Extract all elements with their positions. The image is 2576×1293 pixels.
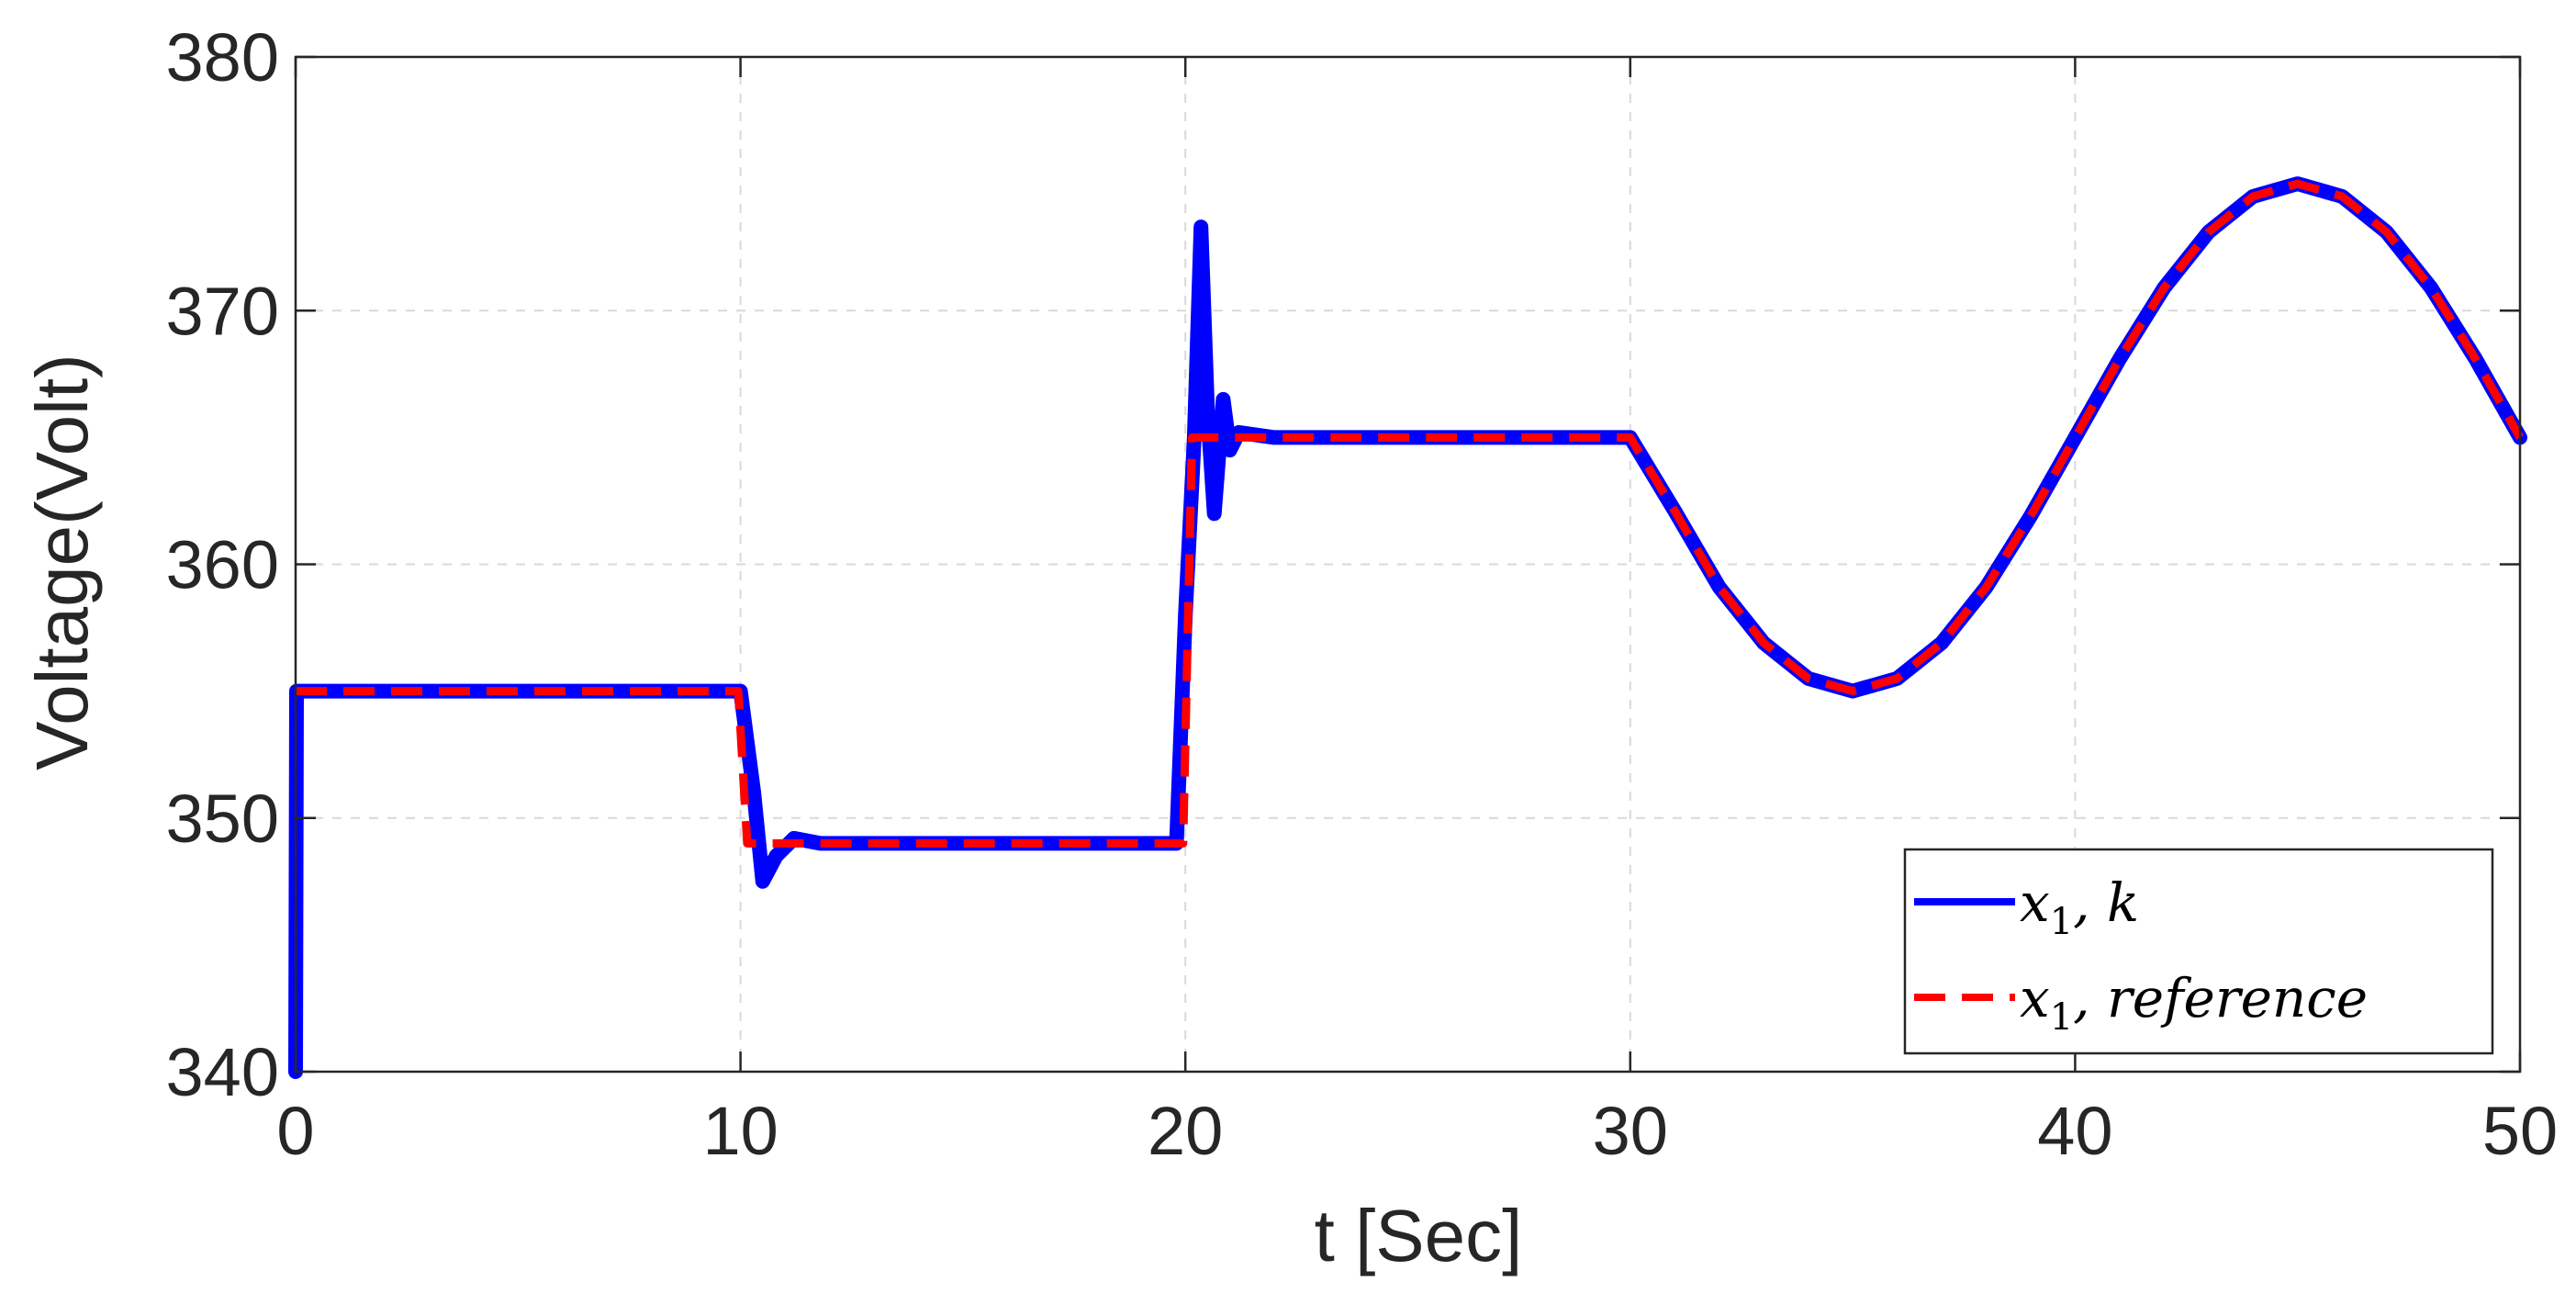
y-tick-label: 380 (166, 19, 279, 96)
x-tick-label: 40 (2037, 1093, 2112, 1169)
ticks (294, 55, 2522, 1074)
series-layer (288, 176, 2527, 1079)
legend-label-x1-reference: x1, reference (2020, 967, 2368, 1039)
legend-box (1903, 848, 2494, 1055)
y-axis-label: Voltage(Volt) (21, 354, 103, 770)
x-tick-label: 20 (1148, 1093, 1223, 1169)
x-axis-label: t [Sec] (1315, 1195, 1523, 1276)
x-tick-label: 30 (1593, 1093, 1668, 1169)
legend: x1, k x1, reference (1903, 848, 2494, 1055)
y-tick-label: 340 (166, 1034, 279, 1110)
x-tick-label: 50 (2482, 1093, 2558, 1169)
tick-labels: 0 10 20 30 40 50 340 350 360 370 380 (166, 19, 2559, 1169)
y-tick-label: 370 (166, 273, 279, 349)
x-tick-label: 0 (276, 1093, 314, 1169)
y-tick-label: 360 (166, 527, 279, 603)
x-tick-label: 10 (702, 1093, 778, 1169)
legend-label-x1-k: x1, k (2020, 871, 2139, 943)
series-line-x1-reference (296, 179, 2524, 848)
y-tick-label: 350 (166, 781, 279, 857)
